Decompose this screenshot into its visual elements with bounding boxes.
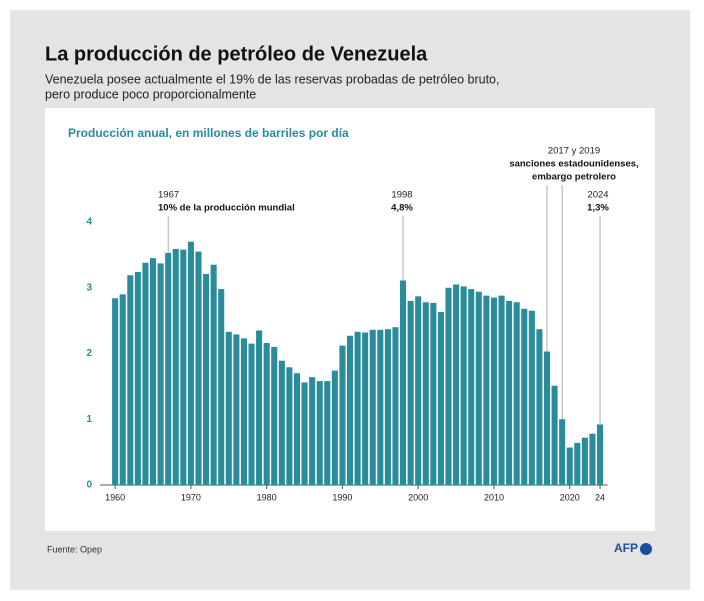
y-tick-label: 2 [86, 348, 92, 359]
bar [498, 295, 505, 485]
x-tick-label: 1990 [332, 492, 352, 502]
bar [112, 298, 119, 485]
annotation-label: 2017 y 2019 [548, 146, 600, 157]
source: Fuente: Opep [47, 544, 102, 554]
bar [218, 289, 225, 485]
y-tick-label: 1 [86, 414, 92, 425]
y-tick-label: 4 [86, 217, 92, 228]
annotation-label: 2024 [587, 190, 608, 201]
bar [362, 332, 369, 485]
bar [339, 345, 346, 485]
bar [119, 294, 126, 485]
x-tick-label: 1980 [257, 492, 277, 502]
logo-dot [640, 543, 652, 555]
annotation-label: 1998 [391, 190, 412, 201]
bar [286, 367, 293, 485]
bar [195, 251, 202, 485]
bar [437, 312, 444, 485]
x-tick-label: 2000 [408, 492, 428, 502]
subtitle: pero produce poco proporcionalmente [45, 87, 256, 101]
annotation-detail: sanciones estadounidenses, [509, 159, 638, 170]
annotation-detail: 4,8% [391, 203, 413, 214]
bar [172, 248, 179, 485]
bar [384, 329, 391, 485]
bar [513, 302, 520, 485]
bar [187, 241, 194, 485]
x-tick-label: 2020 [560, 492, 580, 502]
bar [422, 302, 429, 485]
bar [301, 382, 308, 485]
bar [134, 271, 141, 485]
bar [536, 329, 543, 485]
bar [225, 331, 232, 485]
bar [407, 300, 414, 485]
bar [566, 447, 573, 485]
bar [256, 330, 263, 485]
bar [150, 258, 157, 485]
bar [574, 442, 581, 485]
bar [263, 342, 270, 485]
x-tick-label: 1970 [181, 492, 201, 502]
bar [354, 331, 361, 485]
bar [233, 334, 240, 485]
bar [400, 280, 407, 485]
bar [551, 385, 558, 485]
annotation-detail: 10% de la producción mundial [158, 203, 295, 214]
bar [559, 419, 566, 485]
bar [392, 327, 399, 485]
annotation-detail: 1,3% [587, 203, 609, 214]
annotation-detail: embargo petrolero [532, 172, 616, 183]
bar [521, 308, 528, 485]
bar [293, 373, 301, 485]
bar [369, 329, 376, 485]
bar [581, 437, 588, 485]
bar [324, 381, 331, 485]
x-tick-label: 24 [595, 492, 605, 502]
y-tick-label: 0 [86, 480, 92, 491]
subtitle: Venezuela posee actualmente el 19% de la… [45, 72, 499, 86]
bar [331, 370, 338, 485]
chart-title: La producción de petróleo de Venezuela [45, 43, 428, 65]
bar [445, 287, 452, 485]
bar [309, 377, 316, 485]
bar [248, 343, 255, 485]
bar [468, 289, 475, 485]
bar [528, 310, 535, 485]
bar [203, 273, 210, 485]
bar [377, 329, 384, 485]
bar [543, 351, 551, 485]
bar [278, 360, 285, 485]
y-axis-title: Producción anual, en millones de barrile… [68, 126, 349, 140]
x-tick-label: 2010 [484, 492, 504, 502]
bar [415, 296, 422, 485]
bar [210, 264, 217, 485]
annotation-label: 1967 [158, 190, 179, 201]
bar [157, 263, 164, 485]
bar [460, 286, 467, 485]
bar [142, 262, 149, 485]
bar [180, 249, 187, 485]
bar [271, 346, 278, 485]
y-tick-label: 3 [86, 282, 92, 293]
bar [506, 300, 513, 485]
bar [430, 302, 437, 485]
bar [453, 284, 460, 485]
bar [475, 291, 482, 485]
x-tick-label: 1960 [105, 492, 125, 502]
bar [240, 338, 247, 485]
bar [346, 335, 354, 485]
bar [165, 252, 172, 485]
bar [596, 424, 604, 485]
bar [316, 381, 323, 485]
logo: AFP [614, 541, 638, 555]
bar [483, 295, 490, 485]
bar [490, 297, 497, 485]
bar [127, 275, 134, 485]
bar [589, 433, 596, 485]
